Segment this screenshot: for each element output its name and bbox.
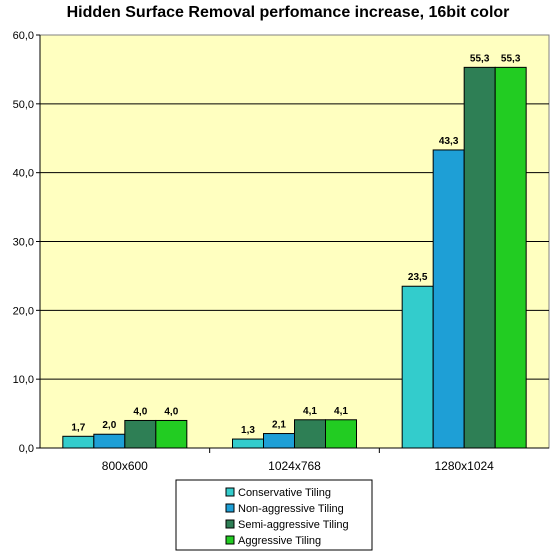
legend-box: [175, 479, 373, 551]
bar-conservative-tiling-1024x768: [232, 438, 264, 449]
data-label: 55,3: [501, 53, 521, 64]
data-label: 2,1: [272, 420, 286, 431]
data-label: 4,1: [334, 406, 348, 417]
bar-semi-aggressive-tiling-1024x768: [294, 419, 326, 449]
bar-aggressive-tiling-1024x768: [325, 419, 357, 449]
legend-label: Non-aggressive Tiling: [238, 503, 344, 515]
legend-swatch: [225, 503, 235, 513]
legend-label: Conservative Tiling: [238, 487, 331, 499]
y-tick-label: 40,0: [13, 168, 34, 180]
chart-title: Hidden Surface Removal perfomance increa…: [67, 4, 510, 21]
legend: Conservative Tiling Non-aggressive Tiling…: [175, 479, 373, 551]
bar-non-aggressive-tiling-800x600: [93, 433, 126, 449]
bar-aggressive-tiling-800x600: [155, 419, 188, 449]
y-tick-label: 60,0: [13, 30, 34, 42]
legend-label: Aggressive Tiling: [238, 535, 321, 547]
x-category-label: 800x600: [102, 459, 148, 473]
legend-swatch: [225, 535, 235, 545]
data-label: 4,0: [133, 406, 147, 417]
y-tick-label: 20,0: [13, 305, 34, 317]
data-label: 1,7: [71, 422, 85, 433]
legend-swatch: [225, 487, 235, 497]
data-label: 1,3: [241, 425, 255, 436]
bars: [62, 66, 527, 449]
bar-conservative-tiling-800x600: [62, 435, 95, 449]
bar-aggressive-tiling-1280x1024: [494, 66, 527, 449]
bar-conservative-tiling-1280x1024: [401, 285, 434, 449]
y-axis: 0,0 10,0 20,0 30,0 40,0 50,0 60,0: [13, 30, 41, 455]
data-label: 55,3: [470, 53, 490, 64]
bar-semi-aggressive-tiling-1280x1024: [463, 66, 496, 449]
data-label: 43,3: [439, 136, 459, 147]
y-tick-label: 30,0: [13, 237, 34, 249]
y-tick-label: 10,0: [13, 374, 34, 386]
data-label: 2,0: [102, 420, 116, 431]
x-category-label: 1024x768: [268, 459, 321, 473]
legend-label: Semi-aggressive Tiling: [238, 519, 349, 531]
data-label: 4,0: [164, 406, 178, 417]
bar-non-aggressive-tiling-1280x1024: [432, 149, 465, 449]
data-label: 4,1: [303, 406, 317, 417]
bar-semi-aggressive-tiling-800x600: [124, 419, 157, 449]
legend-swatch: [225, 519, 235, 529]
y-tick-label: 50,0: [13, 99, 34, 111]
bar-non-aggressive-tiling-1024x768: [263, 433, 295, 449]
data-labels: 1,7 2,0 4,0 4,0 1,3 2,1 4,1 4,1 23,5 43,3 55,3 55,3: [71, 53, 520, 436]
x-category-label: 1280x1024: [434, 459, 494, 473]
x-axis: 800x600 1024x768 1280x1024: [40, 447, 549, 473]
y-tick-label: 0,0: [19, 443, 34, 455]
data-label: 23,5: [408, 272, 428, 283]
